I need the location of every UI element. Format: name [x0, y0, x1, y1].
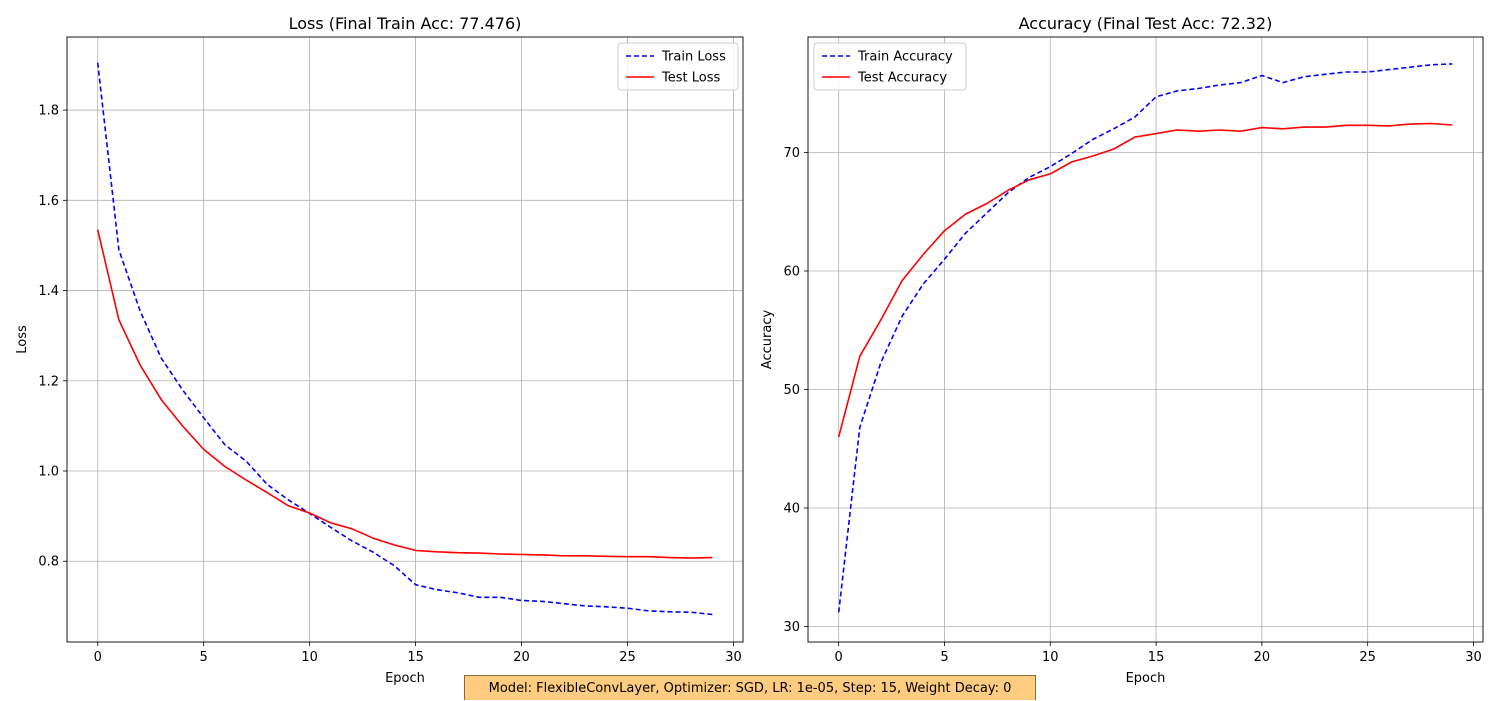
y-tick-label: 40 — [783, 501, 800, 516]
chart-title: Loss (Final Train Acc: 77.476) — [289, 14, 522, 33]
y-tick-label: 1.0 — [38, 465, 59, 480]
axes-frame — [66, 36, 744, 643]
x-tick-label: 20 — [513, 650, 530, 665]
legend-label-test-loss: Test Loss — [661, 71, 720, 86]
y-tick-label: 50 — [783, 383, 800, 398]
legend-box — [617, 42, 739, 91]
legend-label-train-accuracy: Train Accuracy — [857, 50, 953, 65]
x-tick-label: 10 — [301, 650, 318, 665]
x-axis-label: Epoch — [385, 671, 425, 686]
legend-label-train-loss: Train Loss — [661, 50, 726, 65]
accuracy-chart: 0 5 10 15 20 25 30 30 40 50 60 70 Accuracy (Final Te… — [760, 14, 1484, 686]
series-line-test-loss — [96, 229, 713, 559]
x-tick-label: 0 — [94, 650, 102, 665]
y-tick-label: 1.8 — [38, 104, 59, 119]
axes-frame — [807, 36, 1484, 643]
x-axis-label: Epoch — [1126, 671, 1166, 686]
series-line-test-accuracy — [837, 122, 1453, 438]
x-tick-label: 25 — [619, 650, 636, 665]
y-tick-label: 1.6 — [38, 194, 59, 209]
legend-label-test-accuracy: Test Accuracy — [857, 71, 947, 86]
x-tick-label: 15 — [1148, 650, 1165, 665]
loss-chart: 0 5 10 15 20 25 30 0.8 1.0 1.2 1.4 1.6 1.8 Loss (Fina… — [15, 14, 744, 686]
x-tick-label: 20 — [1254, 650, 1271, 665]
y-tick-label: 70 — [783, 146, 800, 161]
y-tick-label: 0.8 — [38, 555, 59, 570]
series-line-train-loss — [96, 62, 713, 616]
footer-caption-text: Model: FlexibleConvLayer, Optimizer: SGD… — [488, 681, 1012, 696]
series-line-train-accuracy — [837, 63, 1453, 613]
y-axis-label: Loss — [15, 325, 30, 354]
y-axis-label: Accuracy — [760, 310, 775, 370]
legend: Train Accuracy Test Accuracy — [813, 42, 967, 91]
x-tick-label: 5 — [940, 650, 948, 665]
y-tick-label: 30 — [783, 620, 800, 635]
x-tick-label: 15 — [407, 650, 424, 665]
x-tick-label: 30 — [1465, 650, 1482, 665]
x-tick-label: 25 — [1359, 650, 1376, 665]
x-tick-label: 30 — [725, 650, 742, 665]
x-tick-label: 10 — [1042, 650, 1059, 665]
y-tick-label: 1.4 — [38, 284, 59, 299]
y-tick-label: 1.2 — [38, 374, 59, 389]
legend-box — [813, 42, 967, 91]
footer-caption: Model: FlexibleConvLayer, Optimizer: SGD… — [464, 675, 1036, 700]
y-tick-label: 60 — [783, 265, 800, 280]
x-tick-label: 0 — [835, 650, 843, 665]
chart-title: Accuracy (Final Test Acc: 72.32) — [1019, 14, 1273, 33]
x-tick-label: 5 — [200, 650, 208, 665]
legend: Train Loss Test Loss — [617, 42, 739, 91]
